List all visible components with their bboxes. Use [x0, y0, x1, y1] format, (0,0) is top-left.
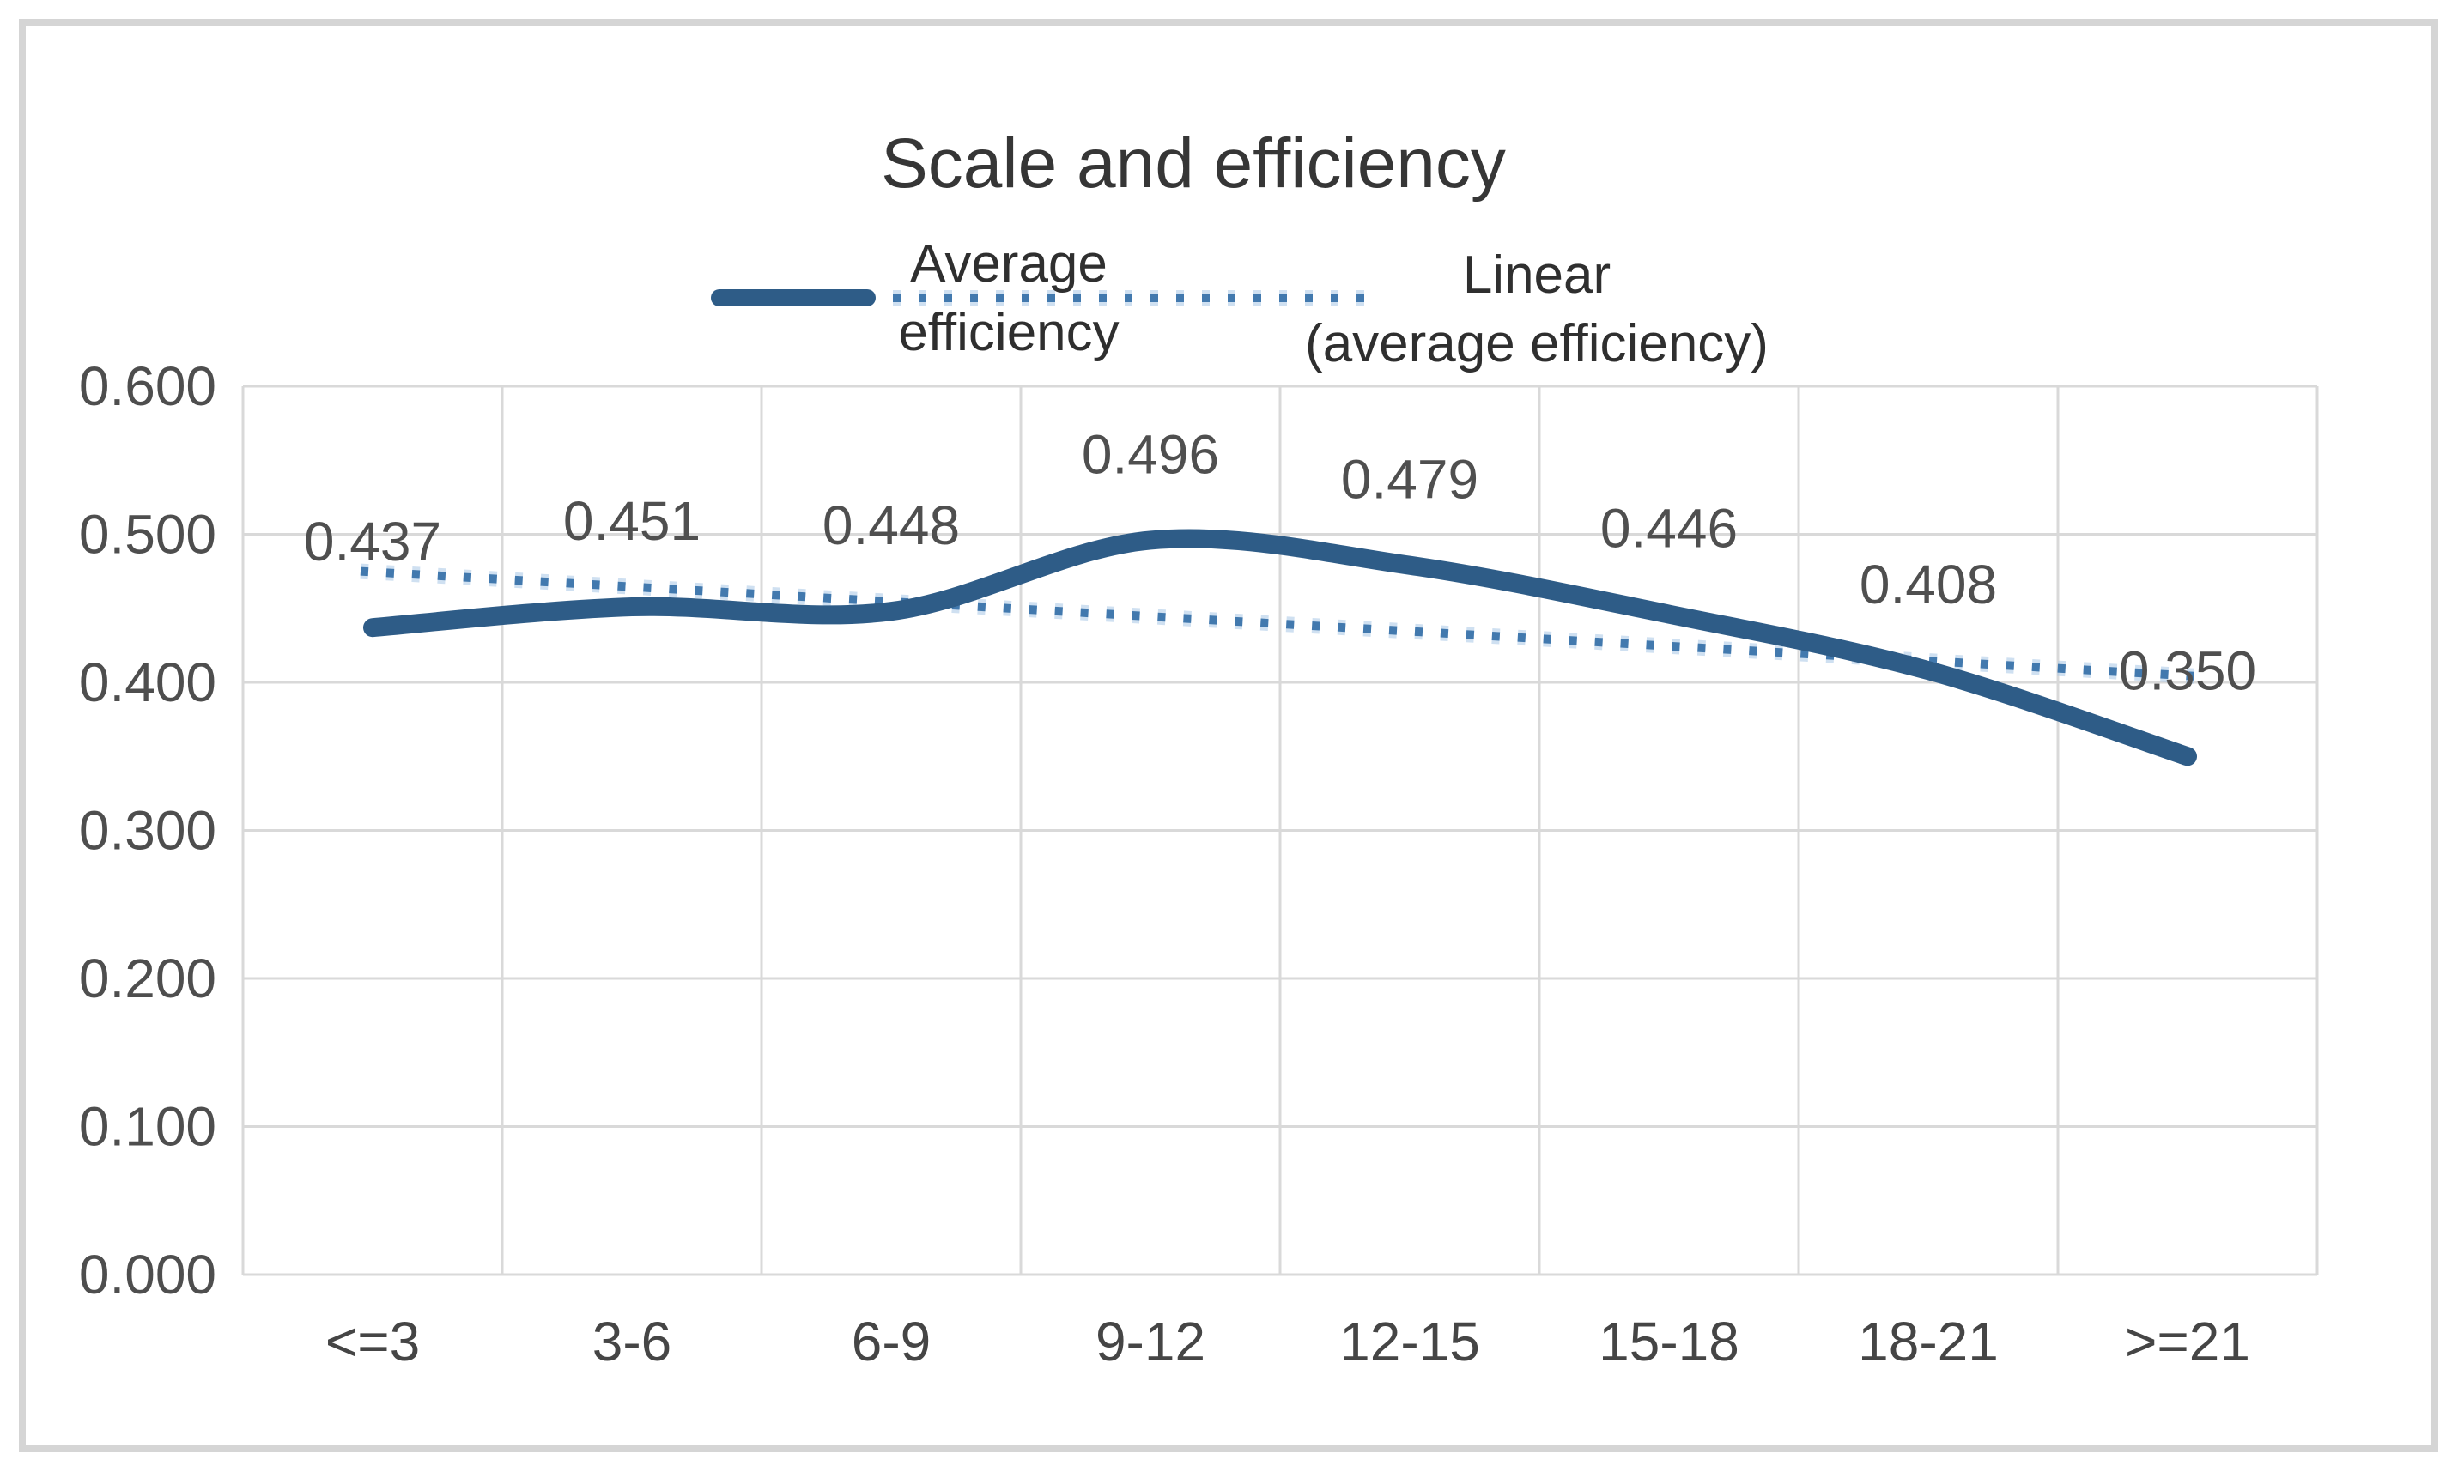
legend-label-average-efficiency-line1: Average: [910, 234, 1108, 294]
x-axis-tick-label: 15-18: [1599, 1311, 1739, 1372]
data-label: 0.350: [2119, 639, 2256, 701]
y-axis-tick-labels: 0.600 0.500 0.400 0.300 0.200 0.100 0.000: [79, 355, 216, 1305]
x-axis-tick-labels: <=3 3-6 6-9 9-12 12-15 15-18 18-21 >=21: [325, 1311, 2250, 1372]
x-axis-tick-label: 18-21: [1858, 1311, 1999, 1372]
data-label: 0.479: [1341, 449, 1478, 511]
y-axis-tick-label: 0.400: [79, 651, 216, 713]
x-axis-tick-label: 3-6: [592, 1311, 672, 1372]
data-label: 0.451: [563, 490, 701, 552]
figure-frame: [19, 19, 2438, 1452]
chart-title: Scale and efficiency: [881, 124, 1506, 203]
data-label: 0.446: [1600, 498, 1738, 560]
data-label: 0.437: [304, 511, 441, 572]
data-label: 0.496: [1082, 423, 1219, 485]
x-axis-tick-label: 6-9: [852, 1311, 932, 1372]
data-label: 0.408: [1860, 554, 1997, 615]
y-axis-tick-label: 0.500: [79, 504, 216, 566]
x-axis-tick-label: >=21: [2125, 1311, 2250, 1372]
y-axis-tick-label: 0.200: [79, 948, 216, 1009]
x-axis-tick-label: 9-12: [1095, 1311, 1205, 1372]
x-axis-tick-label: 12-15: [1339, 1311, 1480, 1372]
y-axis-tick-label: 0.300: [79, 800, 216, 862]
y-axis-tick-label: 0.100: [79, 1096, 216, 1158]
series-average-efficiency: [363, 529, 2197, 766]
y-axis-tick-label: 0.000: [79, 1244, 216, 1305]
data-labels: 0.437 0.451 0.448 0.496 0.479 0.446 0.408 0.350: [304, 423, 2256, 701]
gridlines: [241, 385, 2319, 1276]
legend-label-linear-line1: Linear: [1463, 245, 1611, 305]
legend: Average efficiency Linear (average effic…: [711, 234, 1769, 373]
x-axis-tick-label: <=3: [325, 1311, 420, 1372]
legend-label-linear-line2: (average efficiency): [1305, 314, 1769, 373]
y-axis-tick-label: 0.600: [79, 355, 216, 417]
legend-label-average-efficiency-line2: efficiency: [898, 303, 1119, 362]
data-label: 0.448: [822, 494, 960, 556]
series-lines: [360, 529, 2200, 766]
